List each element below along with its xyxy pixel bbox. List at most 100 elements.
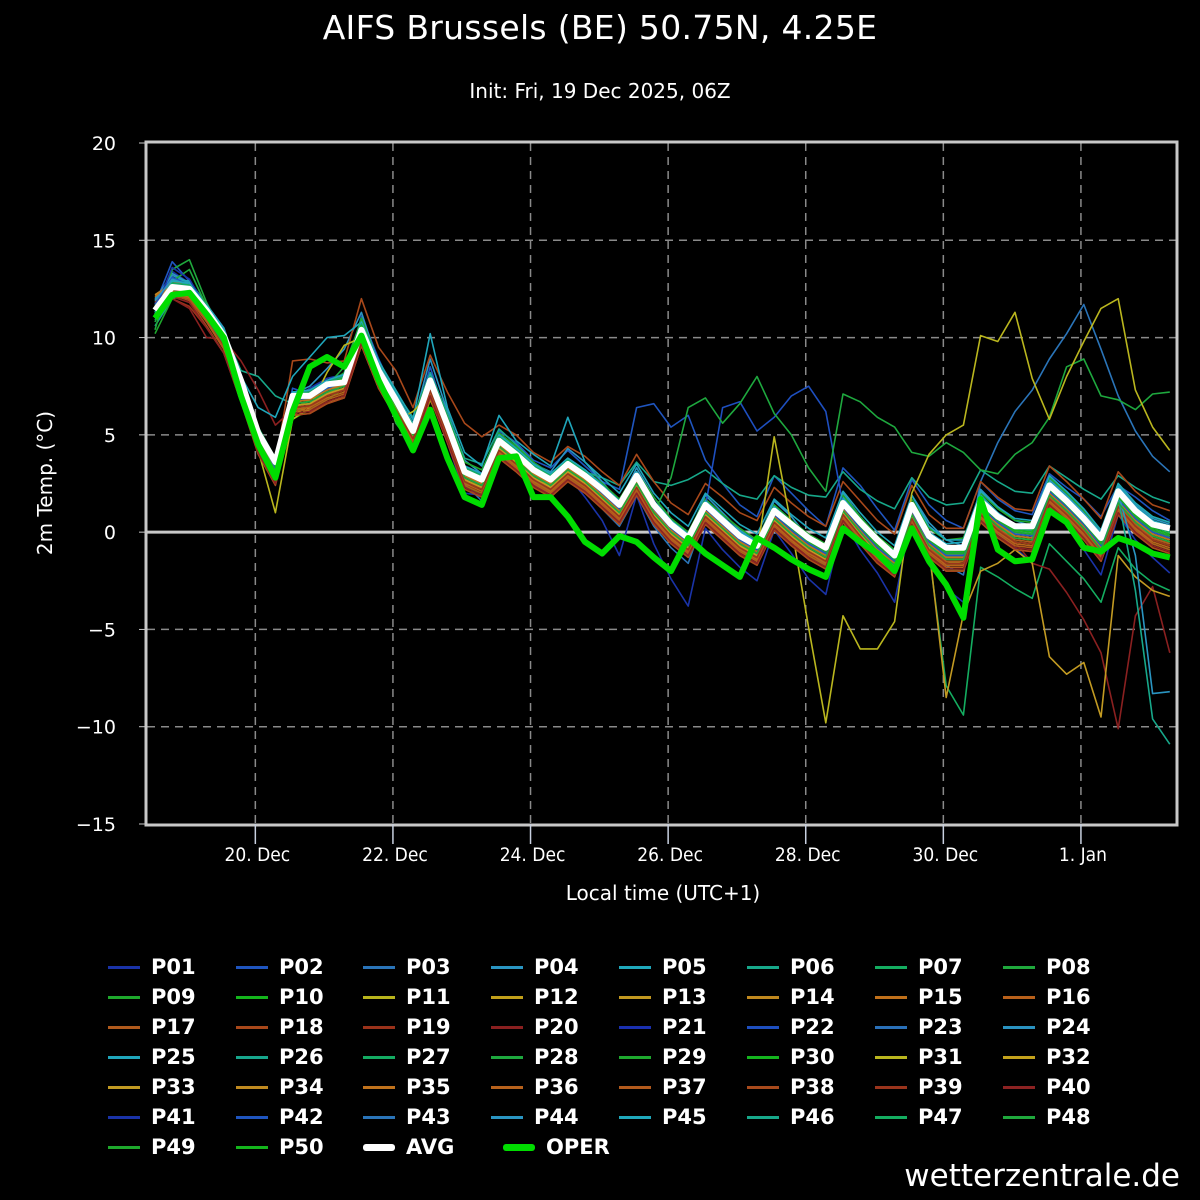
legend-item-p44[interactable]: P44 <box>491 1102 579 1132</box>
legend-swatch <box>619 1085 651 1089</box>
legend-swatch <box>236 995 268 999</box>
legend-label: P40 <box>1046 1075 1091 1099</box>
legend-label: P30 <box>790 1045 835 1069</box>
legend-item-p10[interactable]: P10 <box>236 982 324 1012</box>
series-line-p48 <box>154 291 1171 567</box>
plot-frame <box>144 140 1179 827</box>
legend-label: P04 <box>534 955 579 979</box>
legend-item-avg[interactable]: AVG <box>363 1132 454 1162</box>
legend-label: P19 <box>406 1015 451 1039</box>
legend-item-p35[interactable]: P35 <box>363 1072 451 1102</box>
legend-item-p42[interactable]: P42 <box>236 1102 324 1132</box>
legend-label: P27 <box>406 1045 451 1069</box>
legend-label: P47 <box>918 1105 963 1129</box>
legend-item-p03[interactable]: P03 <box>363 952 451 982</box>
legend-label: OPER <box>546 1135 610 1159</box>
legend-swatch <box>491 1115 523 1119</box>
legend-item-p28[interactable]: P28 <box>491 1042 579 1072</box>
series-line-p33 <box>154 293 1171 718</box>
y-tick-label: 10 <box>92 328 116 350</box>
legend-item-p25[interactable]: P25 <box>108 1042 196 1072</box>
legend-swatch <box>1003 1055 1035 1059</box>
series-line-p18 <box>154 291 1171 535</box>
legend-item-p39[interactable]: P39 <box>875 1072 963 1102</box>
legend-item-p33[interactable]: P33 <box>108 1072 196 1102</box>
legend-item-p26[interactable]: P26 <box>236 1042 324 1072</box>
legend-label: P10 <box>279 985 324 1009</box>
legend-item-p20[interactable]: P20 <box>491 1012 579 1042</box>
legend-label: P31 <box>918 1045 963 1069</box>
legend-swatch <box>503 1143 535 1151</box>
legend-item-p17[interactable]: P17 <box>108 1012 196 1042</box>
legend-item-p12[interactable]: P12 <box>491 982 579 1012</box>
legend-label: AVG <box>406 1135 455 1159</box>
legend-item-p02[interactable]: P02 <box>236 952 324 982</box>
legend-swatch <box>747 1025 779 1029</box>
legend-item-p18[interactable]: P18 <box>236 1012 324 1042</box>
legend-item-p27[interactable]: P27 <box>363 1042 451 1072</box>
legend-item-p08[interactable]: P08 <box>1003 952 1091 982</box>
legend-item-p04[interactable]: P04 <box>491 952 579 982</box>
legend-item-p16[interactable]: P16 <box>1003 982 1091 1012</box>
legend-swatch <box>875 1055 907 1059</box>
legend-swatch <box>363 1143 395 1151</box>
legend-item-p50[interactable]: P50 <box>236 1132 324 1162</box>
legend-label: P08 <box>1046 955 1091 979</box>
legend-item-p48[interactable]: P48 <box>1003 1102 1091 1132</box>
legend-item-p46[interactable]: P46 <box>747 1102 835 1132</box>
legend-item-p36[interactable]: P36 <box>491 1072 579 1102</box>
legend-item-p01[interactable]: P01 <box>108 952 196 982</box>
legend-label: P18 <box>279 1015 324 1039</box>
legend-label: P03 <box>406 955 451 979</box>
x-tick-label: 30. Dec <box>912 844 978 866</box>
legend-item-p32[interactable]: P32 <box>1003 1042 1091 1072</box>
legend-label: P28 <box>534 1045 579 1069</box>
legend-swatch <box>363 1085 395 1089</box>
legend-item-p45[interactable]: P45 <box>619 1102 707 1132</box>
legend-item-p49[interactable]: P49 <box>108 1132 196 1162</box>
legend-label: P48 <box>1046 1105 1091 1129</box>
legend-item-p06[interactable]: P06 <box>747 952 835 982</box>
legend-label: P09 <box>151 985 196 1009</box>
legend-item-oper[interactable]: OPER <box>503 1132 610 1162</box>
legend-swatch <box>108 1085 140 1089</box>
legend-swatch <box>1003 1115 1035 1119</box>
legend-label: P11 <box>406 985 451 1009</box>
legend-item-p41[interactable]: P41 <box>108 1102 196 1132</box>
legend-item-p38[interactable]: P38 <box>747 1072 835 1102</box>
legend-label: P13 <box>662 985 707 1009</box>
legend-item-p05[interactable]: P05 <box>619 952 707 982</box>
legend-item-p09[interactable]: P09 <box>108 982 196 1012</box>
legend-item-p43[interactable]: P43 <box>363 1102 451 1132</box>
legend-item-p31[interactable]: P31 <box>875 1042 963 1072</box>
legend-item-p21[interactable]: P21 <box>619 1012 707 1042</box>
legend-swatch <box>363 1055 395 1059</box>
legend-item-p23[interactable]: P23 <box>875 1012 963 1042</box>
series-line-p25 <box>154 278 1171 547</box>
legend-swatch <box>619 1025 651 1029</box>
legend-item-p40[interactable]: P40 <box>1003 1072 1091 1102</box>
legend-label: P01 <box>151 955 196 979</box>
legend-swatch <box>236 1145 268 1149</box>
legend-swatch <box>1003 1085 1035 1089</box>
legend-item-p47[interactable]: P47 <box>875 1102 963 1132</box>
legend-item-p07[interactable]: P07 <box>875 952 963 982</box>
legend-label: P05 <box>662 955 707 979</box>
series-line-p37 <box>154 291 1171 574</box>
legend-label: P16 <box>1046 985 1091 1009</box>
legend-item-p14[interactable]: P14 <box>747 982 835 1012</box>
legend-item-p29[interactable]: P29 <box>619 1042 707 1072</box>
legend-item-p24[interactable]: P24 <box>1003 1012 1091 1042</box>
legend-item-p11[interactable]: P11 <box>363 982 451 1012</box>
legend-label: P36 <box>534 1075 579 1099</box>
legend-item-p30[interactable]: P30 <box>747 1042 835 1072</box>
legend-label: P15 <box>918 985 963 1009</box>
legend-item-p34[interactable]: P34 <box>236 1072 324 1102</box>
legend-item-p13[interactable]: P13 <box>619 982 707 1012</box>
legend-item-p19[interactable]: P19 <box>363 1012 451 1042</box>
series-group <box>152 258 1171 745</box>
series-line-oper <box>152 289 1171 621</box>
legend-item-p22[interactable]: P22 <box>747 1012 835 1042</box>
legend-item-p37[interactable]: P37 <box>619 1072 707 1102</box>
legend-item-p15[interactable]: P15 <box>875 982 963 1012</box>
